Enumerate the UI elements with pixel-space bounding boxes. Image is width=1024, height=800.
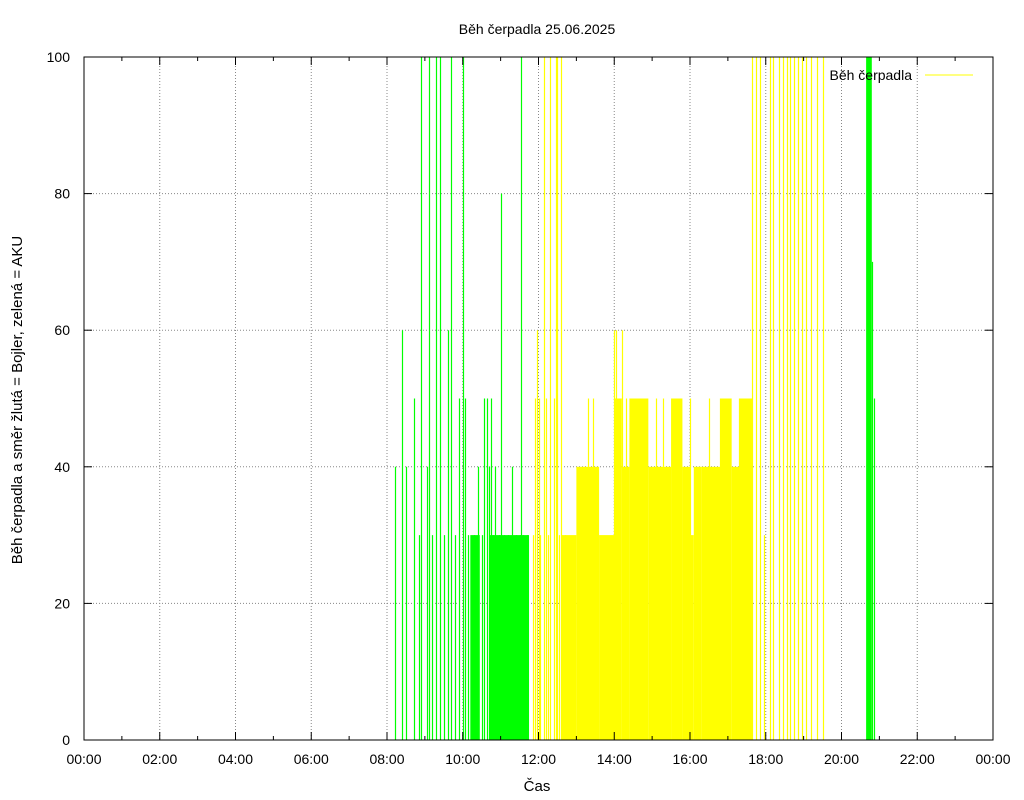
x-tick-label: 16:00 bbox=[672, 751, 707, 767]
x-tick-label: 02:00 bbox=[142, 751, 177, 767]
chart-title: Běh čerpadla 25.06.2025 bbox=[459, 21, 616, 37]
x-tick-label: 14:00 bbox=[597, 751, 632, 767]
x-tick-label: 12:00 bbox=[521, 751, 556, 767]
bar-block bbox=[671, 398, 683, 740]
bar-block bbox=[599, 535, 615, 740]
x-tick-label: 00:00 bbox=[66, 751, 101, 767]
bar-block bbox=[629, 398, 649, 740]
bar-block bbox=[561, 535, 577, 740]
bars bbox=[394, 57, 876, 740]
x-tick-label: 10:00 bbox=[445, 751, 480, 767]
x-tick-label: 08:00 bbox=[369, 751, 404, 767]
y-tick-label: 100 bbox=[47, 49, 71, 65]
legend-label: Běh čerpadla bbox=[829, 67, 912, 83]
bar-block bbox=[621, 466, 630, 740]
bar-block bbox=[701, 466, 721, 740]
x-tick-label: 06:00 bbox=[294, 751, 329, 767]
grid bbox=[84, 57, 993, 740]
bar-block bbox=[690, 535, 694, 740]
bar-block bbox=[576, 466, 600, 740]
x-tick-label: 18:00 bbox=[748, 751, 783, 767]
bar-block bbox=[720, 398, 732, 740]
y-axis-title: Běh čerpadla a směr žlutá = Bojler, zele… bbox=[9, 236, 26, 565]
ticks: 00:00 02:00 04:00 06:00 08:00 10:00 12:00 14:00… bbox=[47, 49, 1011, 767]
x-tick-label: 04:00 bbox=[218, 751, 253, 767]
y-tick-label: 60 bbox=[54, 322, 70, 338]
bar-block bbox=[731, 466, 740, 740]
y-tick-label: 0 bbox=[62, 732, 70, 748]
y-tick-label: 80 bbox=[54, 186, 70, 202]
bar-block bbox=[682, 466, 690, 740]
x-tick-label: 22:00 bbox=[900, 751, 935, 767]
x-tick-label: 20:00 bbox=[824, 751, 859, 767]
bar-block bbox=[693, 466, 702, 740]
bar-block bbox=[614, 398, 622, 740]
x-tick-label: 00:00 bbox=[975, 751, 1010, 767]
y-tick-label: 20 bbox=[54, 595, 70, 611]
bar-block bbox=[739, 398, 753, 740]
y-tick-label: 40 bbox=[54, 459, 70, 475]
legend: Běh čerpadla bbox=[829, 67, 973, 83]
bar-block bbox=[648, 466, 672, 740]
x-axis-title: Čas bbox=[524, 778, 551, 795]
